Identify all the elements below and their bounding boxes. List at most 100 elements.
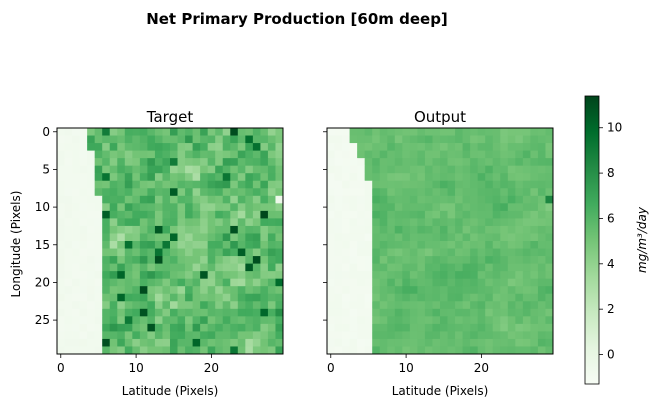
- heatmap-cell: [185, 263, 193, 272]
- heatmap-cell: [387, 203, 396, 212]
- heatmap-cell: [492, 293, 501, 302]
- heatmap-cell: [87, 278, 96, 287]
- heatmap-cell: [537, 308, 546, 317]
- heatmap-cell: [132, 173, 141, 182]
- heatmap-cell: [492, 150, 501, 159]
- heatmap-cell: [147, 256, 156, 264]
- heatmap-cell: [94, 331, 103, 340]
- heatmap-cell: [440, 233, 448, 242]
- heatmap-cell: [252, 225, 261, 234]
- heatmap-cell: [215, 143, 224, 151]
- heatmap-cell: [342, 286, 350, 295]
- heatmap-cell: [102, 241, 111, 249]
- heatmap-cell: [507, 150, 516, 159]
- heatmap-cell: [447, 248, 456, 257]
- heatmap-cell: [364, 308, 373, 317]
- heatmap-cell: [64, 173, 73, 182]
- heatmap-cell: [492, 308, 501, 317]
- heatmap-cell: [132, 128, 141, 136]
- heatmap-cell: [515, 135, 524, 144]
- heatmap-cell: [109, 165, 118, 174]
- heatmap-cell: [222, 301, 231, 310]
- heatmap-cell: [477, 143, 486, 151]
- heatmap-cell: [185, 301, 193, 310]
- heatmap-cell: [267, 316, 276, 325]
- heatmap-cell: [222, 248, 231, 257]
- heatmap-cell: [462, 233, 471, 242]
- heatmap-cell: [424, 180, 433, 189]
- heatmap-cell: [394, 150, 403, 159]
- heatmap-cell: [545, 263, 554, 272]
- heatmap-cell: [327, 165, 335, 174]
- heatmap-cell: [537, 188, 546, 197]
- heatmap-cell: [334, 158, 343, 167]
- heatmap-cell: [87, 180, 96, 189]
- heatmap-cell: [139, 331, 148, 340]
- heatmap-cell: [87, 135, 96, 144]
- heatmap-cell: [102, 263, 111, 272]
- heatmap-cell: [162, 241, 171, 249]
- heatmap-cell: [177, 293, 186, 302]
- heatmap-cell: [245, 278, 254, 287]
- heatmap-cell: [402, 150, 411, 159]
- heatmap-cell: [200, 286, 209, 295]
- heatmap-cell: [260, 188, 269, 197]
- heatmap-cell: [507, 263, 516, 272]
- heatmap-cell: [185, 271, 193, 280]
- heatmap-cell: [394, 263, 403, 272]
- heatmap-cell: [507, 331, 516, 340]
- heatmap-cell: [537, 316, 546, 325]
- heatmap-cell: [522, 128, 531, 136]
- heatmap-cell: [170, 218, 178, 227]
- heatmap-cell: [537, 158, 546, 167]
- heatmap-cell: [222, 210, 231, 219]
- heatmap-cell: [485, 346, 494, 355]
- heatmap-cell: [117, 188, 126, 197]
- heatmap-cell: [470, 165, 479, 174]
- heatmap-cell: [79, 338, 88, 347]
- y-tick-label: 0: [42, 125, 50, 139]
- heatmap-cell: [537, 278, 546, 287]
- heatmap-cell: [124, 143, 133, 151]
- heatmap-cell: [492, 256, 501, 264]
- heatmap-cell: [522, 188, 531, 197]
- heatmap-cell: [462, 338, 471, 347]
- output-xlabel: Latitude (Pixels): [392, 384, 489, 398]
- heatmap-cell: [252, 286, 261, 295]
- heatmap-cell: [372, 135, 381, 144]
- heatmap-cell: [230, 331, 239, 340]
- heatmap-cell: [57, 308, 65, 317]
- heatmap-cell: [109, 278, 118, 287]
- heatmap-cell: [252, 271, 261, 280]
- heatmap-cell: [500, 128, 509, 136]
- heatmap-cell: [500, 331, 509, 340]
- heatmap-cell: [342, 241, 350, 249]
- heatmap-cell: [447, 150, 456, 159]
- heatmap-cell: [170, 263, 178, 272]
- heatmap-cell: [132, 331, 141, 340]
- heatmap-cell: [470, 248, 479, 257]
- heatmap-cell: [230, 346, 239, 355]
- heatmap-cell: [522, 233, 531, 242]
- heatmap-cell: [275, 338, 284, 347]
- heatmap-cell: [237, 241, 246, 249]
- heatmap-cell: [477, 165, 486, 174]
- heatmap-cell: [364, 195, 373, 204]
- heatmap-cell: [372, 143, 381, 151]
- heatmap-cell: [94, 173, 103, 182]
- heatmap-cell: [102, 346, 111, 355]
- heatmap-cell: [192, 346, 201, 355]
- heatmap-cell: [94, 195, 103, 204]
- heatmap-cell: [334, 188, 343, 197]
- heatmap-cell: [177, 308, 186, 317]
- heatmap-cell: [387, 278, 396, 287]
- heatmap-cell: [432, 233, 441, 242]
- heatmap-cell: [537, 293, 546, 302]
- heatmap-cell: [364, 323, 373, 332]
- heatmap-cell: [79, 293, 88, 302]
- y-tick-label: 5: [42, 162, 50, 176]
- heatmap-cell: [394, 338, 403, 347]
- heatmap-cell: [72, 286, 80, 295]
- heatmap-cell: [432, 180, 441, 189]
